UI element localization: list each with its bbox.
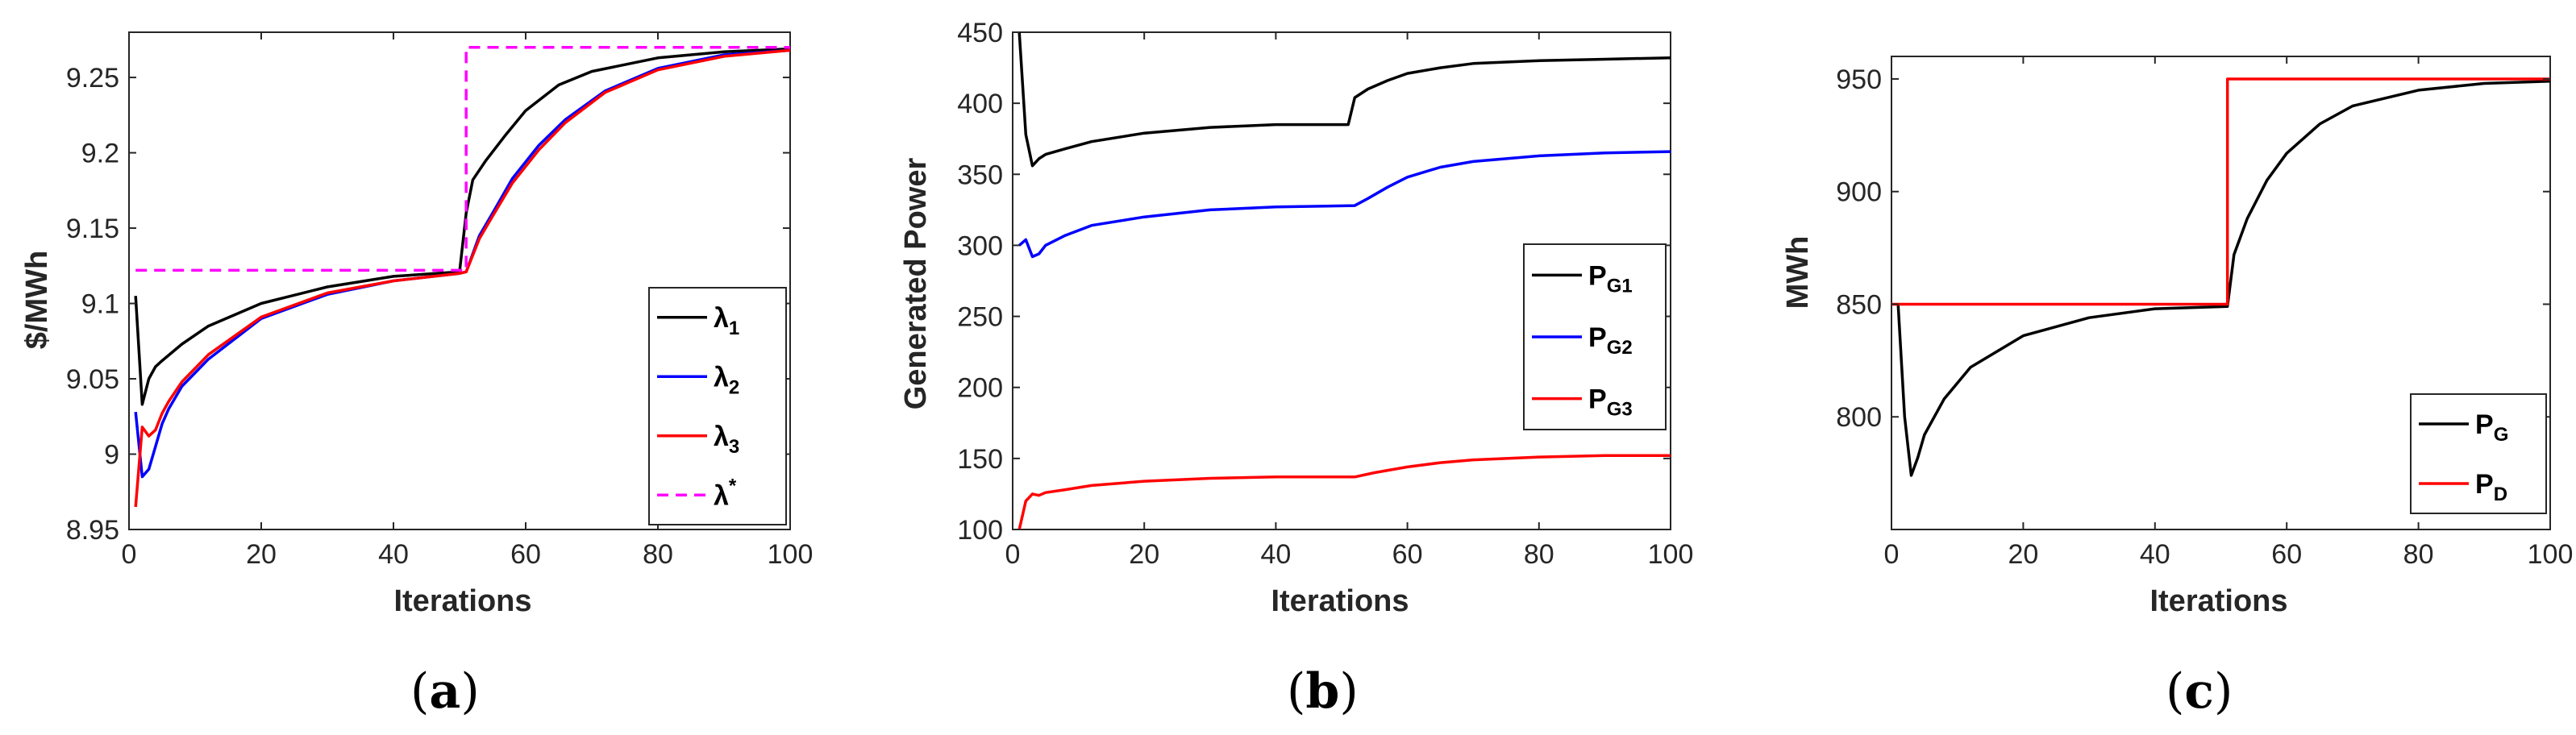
plot-area <box>1012 31 1671 530</box>
legend: PG1 PG2 PG3 <box>1523 243 1667 430</box>
y-tick-label: 250 <box>957 302 1003 333</box>
legend-box <box>2410 393 2547 514</box>
x-tick-label: 60 <box>2271 539 2302 570</box>
tick-labels: 0 20 40 60 80 100 8.95 9 9.05 9.1 9.15 9.2 9.25 <box>66 32 814 570</box>
x-tick-label: 40 <box>378 539 409 570</box>
series-line-2 <box>1891 77 2550 306</box>
legend-entry: λ* <box>714 475 737 511</box>
legend-entry: λ3 <box>714 421 739 458</box>
x-tick-label: 60 <box>510 539 541 570</box>
y-tick-label: 9.25 <box>66 63 119 93</box>
y-tick-label: 950 <box>1836 64 1882 95</box>
legend-entry: λ2 <box>714 362 739 398</box>
y-tick-label: 850 <box>1836 289 1882 320</box>
legend-entry: PG <box>2475 409 2508 446</box>
series-line-2 <box>1018 150 1671 259</box>
x-tick-label: 20 <box>1129 539 1159 570</box>
legend-box <box>648 287 787 525</box>
y-tick-label: 350 <box>957 160 1003 190</box>
y-tick-label: 9.05 <box>66 364 119 395</box>
x-axis-label: Iterations <box>2149 584 2287 618</box>
legend: PG PD <box>2410 393 2547 514</box>
y-tick-label: 300 <box>957 230 1003 261</box>
y-tick-label: 9.2 <box>81 139 119 169</box>
panel-label-a: (a) <box>410 663 480 720</box>
y-axis-label: Generated Power <box>899 158 933 410</box>
y-tick-label: 900 <box>1836 177 1882 208</box>
y-axis-label: MWh <box>1781 236 1815 309</box>
panel-label-c: (c) <box>2166 663 2233 720</box>
tick-labels: 0 20 40 60 80 100 100 150 200 250 300 350 400 450 <box>957 18 1693 570</box>
y-tick-label: 800 <box>1836 402 1882 433</box>
axes-box <box>1891 56 2551 530</box>
series-line-1 <box>134 47 790 406</box>
x-tick-label: 80 <box>1524 539 1554 570</box>
x-tick-label: 100 <box>1648 539 1694 570</box>
x-tick-label: 0 <box>122 539 137 570</box>
x-tick-label: 0 <box>1884 539 1900 570</box>
x-tick-label: 80 <box>643 539 673 570</box>
x-tick-label: 100 <box>2528 539 2574 570</box>
y-tick-label: 450 <box>957 18 1003 48</box>
series-line-4 <box>135 45 790 272</box>
chart-a: 0 20 40 60 80 100 8.95 9 9.05 9.1 9.15 9.2 9.25 Iter… <box>20 31 814 618</box>
y-tick-label: 9.15 <box>66 214 119 244</box>
legend-entry: λ1 <box>714 303 739 339</box>
y-axis-label: $/MWh <box>20 251 54 349</box>
x-tick-label: 40 <box>2140 539 2170 570</box>
series-line-3 <box>134 48 790 508</box>
y-tick-label: 9.1 <box>81 289 119 320</box>
x-tick-label: 40 <box>1260 539 1291 570</box>
y-tick-label: 400 <box>957 89 1003 119</box>
y-tick-label: 9 <box>104 440 119 471</box>
series-line-3 <box>1017 454 1671 529</box>
legend-entry: PD <box>2475 469 2507 505</box>
axes-box <box>128 31 791 530</box>
panel-label-b: (b) <box>1287 663 1359 720</box>
x-tick-label: 80 <box>2403 539 2434 570</box>
legend-entry: PG1 <box>1588 260 1633 297</box>
axes-box <box>1012 31 1671 530</box>
x-tick-label: 20 <box>2008 539 2038 570</box>
x-tick-label: 20 <box>246 539 277 570</box>
legend: λ1 λ2 λ3 λ* <box>648 287 787 525</box>
legend-entry: PG2 <box>1588 322 1633 359</box>
chart-b: 0 20 40 60 80 100 100 150 200 250 300 350 400 450 Ite… <box>899 18 1693 618</box>
plot-area <box>128 31 791 530</box>
y-tick-label: 8.95 <box>66 515 119 546</box>
y-tick-label: 150 <box>957 444 1003 475</box>
x-axis-label: Iterations <box>393 584 531 618</box>
x-tick-label: 0 <box>1005 539 1021 570</box>
series-line-1 <box>1896 79 2550 477</box>
x-tick-label: 60 <box>1392 539 1423 570</box>
plot-area <box>1891 56 2551 530</box>
tick-labels: 0 20 40 60 80 100 800 850 900 950 <box>1836 56 2573 570</box>
y-tick-label: 100 <box>957 515 1003 546</box>
x-tick-label: 100 <box>768 539 814 570</box>
legend-entry: PG3 <box>1588 384 1633 421</box>
y-tick-label: 200 <box>957 373 1003 404</box>
series-line-1 <box>1017 32 1671 168</box>
x-axis-label: Iterations <box>1271 584 1409 618</box>
